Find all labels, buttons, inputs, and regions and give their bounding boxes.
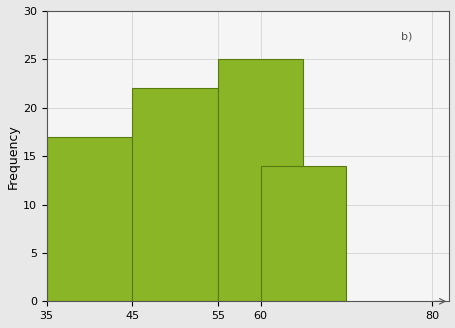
Y-axis label: Frequency: Frequency bbox=[7, 124, 20, 189]
Text: b): b) bbox=[400, 31, 412, 41]
Bar bbox=[260, 166, 345, 301]
Bar bbox=[46, 137, 132, 301]
Bar bbox=[132, 88, 217, 301]
Bar bbox=[217, 59, 303, 301]
